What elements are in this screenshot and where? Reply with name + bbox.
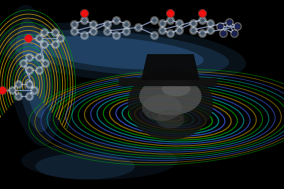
Ellipse shape: [21, 142, 178, 180]
Ellipse shape: [128, 68, 213, 140]
Ellipse shape: [142, 94, 182, 121]
Ellipse shape: [7, 5, 61, 146]
Ellipse shape: [36, 153, 135, 180]
Ellipse shape: [23, 33, 45, 118]
Ellipse shape: [156, 110, 185, 129]
Ellipse shape: [162, 81, 190, 96]
Ellipse shape: [139, 77, 202, 115]
Polygon shape: [142, 55, 199, 79]
Ellipse shape: [16, 19, 53, 132]
Ellipse shape: [0, 22, 246, 83]
Ellipse shape: [35, 36, 204, 70]
Ellipse shape: [9, 30, 229, 76]
